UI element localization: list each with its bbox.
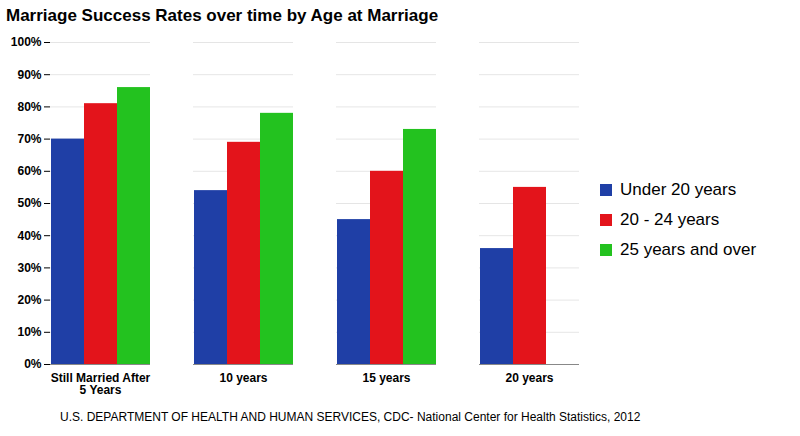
svg-text:70%: 70% xyxy=(17,132,41,146)
svg-text:30%: 30% xyxy=(17,261,41,275)
svg-text:15 years: 15 years xyxy=(362,371,410,385)
html-text:25 years and over: 25 years and over xyxy=(620,240,757,259)
svg-text:80%: 80% xyxy=(17,100,41,114)
svg-text:60%: 60% xyxy=(17,164,41,178)
html-text:Marriage Success Rates over ti: Marriage Success Rates over time by Age … xyxy=(6,6,439,25)
html-text:20 - 24 years: 20 - 24 years xyxy=(620,210,720,229)
svg-text:20%: 20% xyxy=(17,293,41,307)
svg-text:40%: 40% xyxy=(17,229,41,243)
svg-text:10%: 10% xyxy=(17,325,41,339)
svg-text:100%: 100% xyxy=(11,35,42,49)
html-text:Under 20 years: Under 20 years xyxy=(620,180,737,199)
svg-text:10 years: 10 years xyxy=(219,371,267,385)
svg-text:0%: 0% xyxy=(24,357,42,371)
html-text:U.S. DEPARTMENT OF HEALTH AND: U.S. DEPARTMENT OF HEALTH AND HUMAN SERV… xyxy=(60,410,641,424)
svg-text:50%: 50% xyxy=(17,196,41,210)
svg-text:Still Married After5 Years: Still Married After5 Years xyxy=(51,371,151,397)
svg-text:90%: 90% xyxy=(17,68,41,82)
svg-text:20 years: 20 years xyxy=(505,371,553,385)
